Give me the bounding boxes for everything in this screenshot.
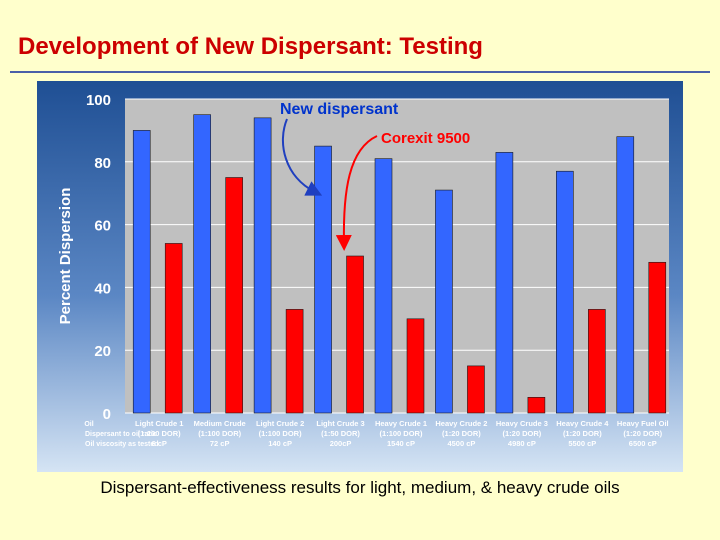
bar-corexit-9500 bbox=[346, 255, 364, 414]
bar-corexit-9500 bbox=[164, 243, 183, 414]
x-category-label: 4500 cP bbox=[447, 439, 475, 448]
chart-caption: Dispersant-effectiveness results for lig… bbox=[100, 478, 620, 497]
x-row-label: Dispersant to oil ratio bbox=[85, 431, 157, 438]
bar-new-dispersant bbox=[435, 189, 453, 414]
y-tick-label: 40 bbox=[94, 280, 111, 297]
x-category-label: (1:50 DOR) bbox=[321, 429, 360, 438]
bar-new-dispersant bbox=[193, 114, 211, 414]
x-category-label: (1:100 DOR) bbox=[259, 429, 302, 438]
slide-title: Development of New Dispersant: Testing bbox=[18, 33, 483, 60]
x-category-label: (1:100 DOR) bbox=[198, 429, 241, 438]
x-category-label: Heavy Crude 3 bbox=[496, 419, 548, 428]
bar-new-dispersant bbox=[556, 170, 574, 414]
y-tick-label: 0 bbox=[103, 406, 111, 423]
y-tick-label: 100 bbox=[86, 92, 111, 109]
arrow-corexit-9500 bbox=[335, 135, 378, 251]
y-tick-label: 80 bbox=[94, 155, 111, 172]
x-category-label: 72 cP bbox=[210, 439, 230, 448]
x-row-label: Oil bbox=[84, 421, 93, 428]
bar-new-dispersant bbox=[495, 152, 514, 414]
x-category-label: 4980 cP bbox=[508, 439, 536, 448]
x-category-label: Heavy Crude 1 bbox=[375, 419, 427, 428]
x-category-label: Medium Crude bbox=[194, 419, 246, 428]
x-category-label: Heavy Crude 2 bbox=[435, 419, 487, 428]
x-category-label: Heavy Fuel Oil bbox=[617, 419, 669, 428]
y-axis-label: Percent Dispersion bbox=[57, 188, 74, 325]
x-category-label: 6500 cP bbox=[629, 439, 657, 448]
x-category-label: (1:200 DOR) bbox=[138, 429, 181, 438]
x-category-label: Light Crude 3 bbox=[316, 419, 364, 428]
x-category-label: 5500 cP bbox=[568, 439, 596, 448]
x-category-label: Light Crude 1 bbox=[135, 419, 183, 428]
annotation-corexit-9500: Corexit 9500 bbox=[381, 130, 470, 147]
bar-new-dispersant bbox=[314, 145, 332, 414]
x-category-label: (1:20 DOR) bbox=[442, 429, 481, 438]
bar-new-dispersant bbox=[253, 117, 272, 414]
x-category-label: (1:20 DOR) bbox=[503, 429, 542, 438]
bar-corexit-9500 bbox=[406, 318, 425, 414]
y-tick-label: 20 bbox=[94, 343, 111, 360]
arrow-new-dispersant bbox=[281, 118, 323, 196]
bar-corexit-9500 bbox=[648, 261, 667, 414]
x-category-label: 1540 cP bbox=[387, 439, 415, 448]
bar-corexit-9500 bbox=[467, 365, 485, 414]
bar-corexit-9500 bbox=[285, 309, 304, 414]
bar-new-dispersant bbox=[374, 158, 393, 414]
plot-area bbox=[125, 99, 669, 413]
annotation-new-dispersant: New dispersant bbox=[280, 101, 399, 118]
x-category-label: 140 cP bbox=[268, 439, 292, 448]
x-category-label: Light Crude 2 bbox=[256, 419, 304, 428]
title-divider bbox=[10, 71, 710, 73]
bar-chart: 0 20 40 60 80 100 Percent Dispersion Light Crud… bbox=[37, 81, 683, 472]
x-category-label: 6 cP bbox=[152, 439, 167, 448]
y-tick-label: 60 bbox=[94, 218, 111, 235]
bar-corexit-9500 bbox=[588, 309, 606, 414]
bar-corexit-9500 bbox=[527, 396, 546, 414]
x-category-label: 200cP bbox=[330, 439, 352, 448]
x-category-label: Heavy Crude 4 bbox=[556, 419, 609, 428]
bar-corexit-9500 bbox=[225, 177, 243, 414]
x-category-label: (1:100 DOR) bbox=[380, 429, 423, 438]
bar-new-dispersant bbox=[132, 130, 151, 414]
x-category-label: (1:20 DOR) bbox=[623, 429, 662, 438]
bar-new-dispersant bbox=[616, 136, 635, 414]
x-row-label: Oil viscosity as tested bbox=[85, 441, 159, 448]
x-category-label: (1:20 DOR) bbox=[563, 429, 602, 438]
chart-panel: 0 20 40 60 80 100 Percent Dispersion Light Crud… bbox=[37, 81, 683, 472]
